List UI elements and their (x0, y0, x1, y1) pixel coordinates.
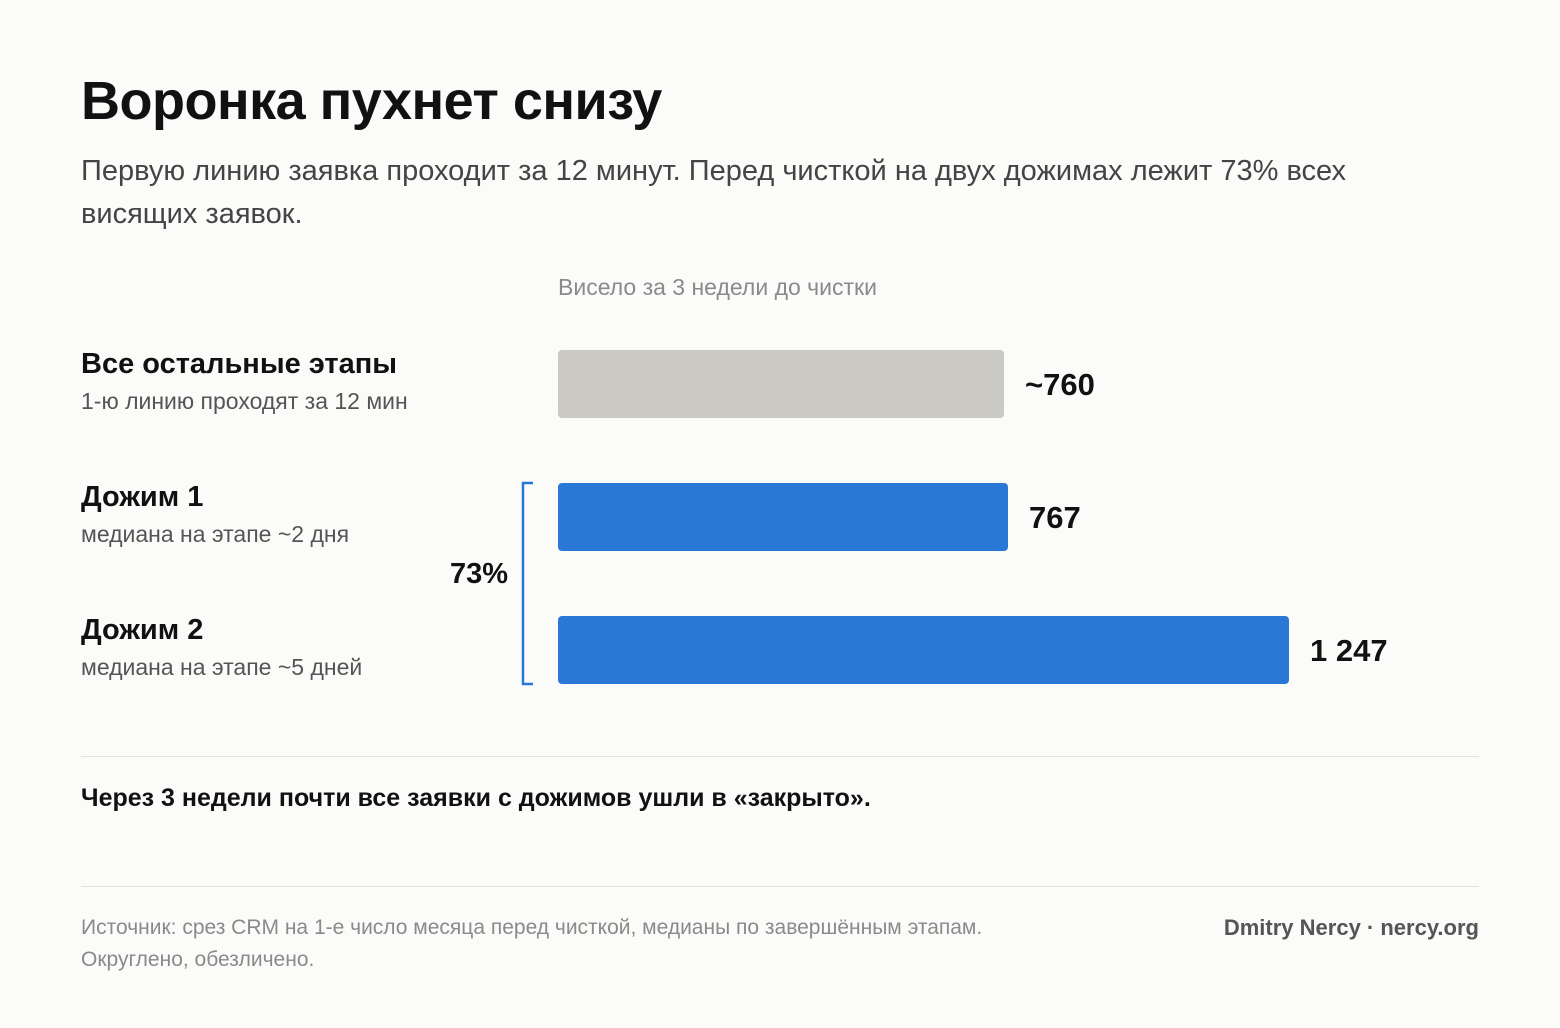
source-line-2: Округлено, обезличено. (81, 948, 315, 971)
bar-value-label-1: ~760 (1025, 367, 1095, 402)
bar-1 (558, 350, 1004, 418)
source-note: Источник: срез CRM на 1-е число месяца п… (81, 912, 1161, 976)
row-label-dozhim-1: Дожим 1 медиана на этапе ~2 дня (81, 480, 349, 548)
category-note: медиана на этапе ~5 дней (81, 654, 363, 680)
row-label-other-stages: Все остальные этапы 1-ю линию проходят з… (81, 347, 408, 415)
bar-value-label-3: 1 247 (1310, 633, 1388, 668)
chart-subtitle: Первую линию заявка проходит за 12 минут… (81, 155, 1347, 230)
category-label: Дожим 1 (81, 481, 204, 513)
divider-top (81, 756, 1479, 757)
bar-3 (558, 616, 1289, 684)
category-note: 1-ю линию проходят за 12 мин (81, 388, 408, 414)
source-line-1: Источник: срез CRM на 1-е число месяца п… (81, 916, 983, 939)
conclusion-text: Через 3 недели почти все заявки с дожимо… (81, 784, 871, 812)
category-note: медиана на этапе ~2 дня (81, 521, 350, 547)
row-label-dozhim-2: Дожим 2 медиана на этапе ~5 дней (81, 613, 362, 681)
chart-title: Воронка пухнет снизу (81, 71, 662, 131)
group-bracket (521, 481, 533, 686)
bar-value-label-2: 767 (1029, 500, 1081, 535)
divider-bottom (81, 886, 1479, 887)
category-label: Все остальные этапы (81, 348, 398, 380)
value-axis-caption: Висело за 3 недели до чистки (558, 274, 877, 300)
category-label: Дожим 2 (81, 614, 204, 646)
author-credit: Dmitry Nercy · nercy.org (1223, 915, 1479, 940)
bar-2 (558, 483, 1008, 551)
bracket-percent-label: 73% (449, 558, 508, 590)
